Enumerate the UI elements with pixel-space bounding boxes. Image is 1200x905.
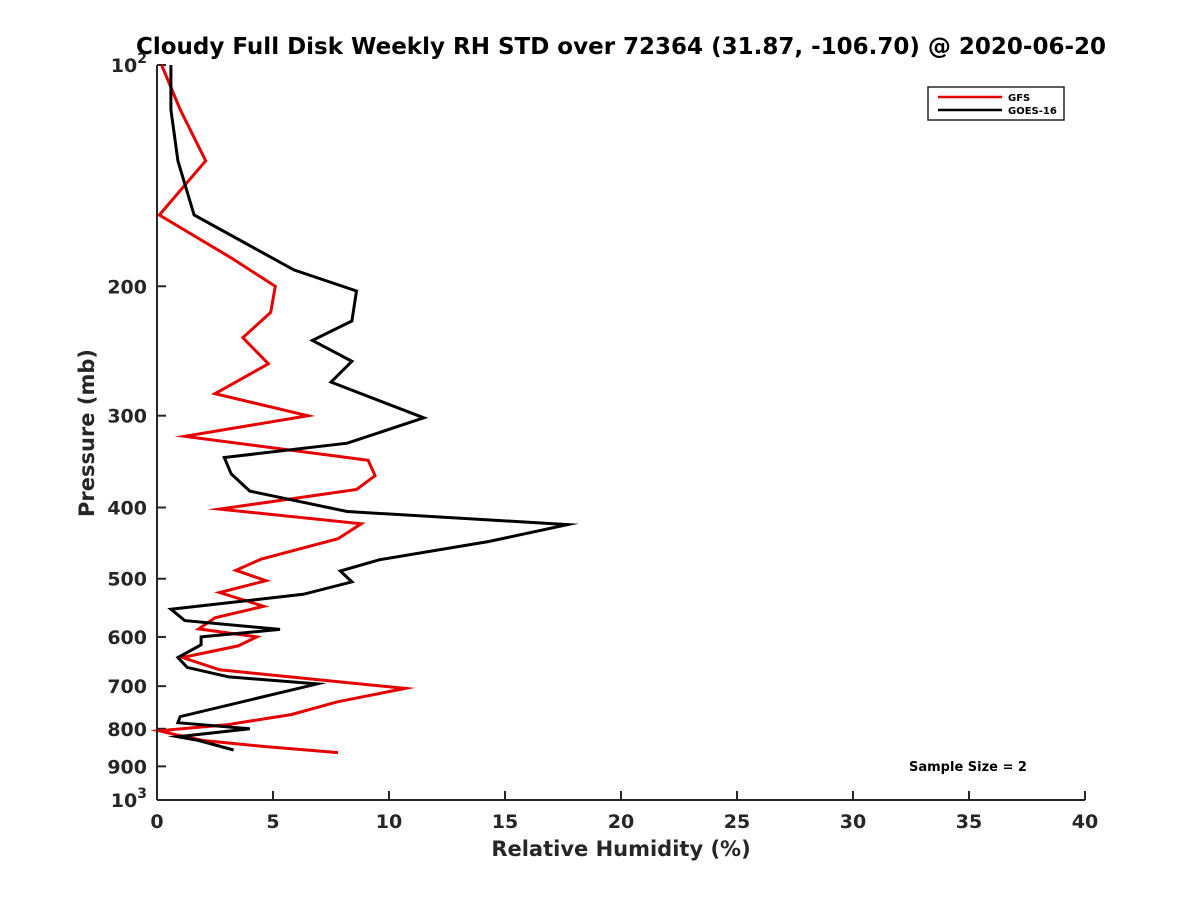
y-tick-label: 700 bbox=[107, 676, 147, 698]
y-tick-label: 102 bbox=[111, 51, 147, 77]
legend-label-goes16: GOES-16 bbox=[1008, 106, 1057, 117]
x-axis-ticks: 0 5 10 15 20 25 30 35 40 bbox=[150, 791, 1098, 833]
x-tick-label: 5 bbox=[266, 811, 279, 833]
legend: GFS GOES-16 bbox=[927, 86, 1065, 121]
y-tick-label: 300 bbox=[107, 406, 147, 428]
x-tick-label: 35 bbox=[956, 811, 982, 833]
chart-title: Cloudy Full Disk Weekly RH STD over 7236… bbox=[136, 34, 1106, 60]
x-tick-label: 0 bbox=[150, 811, 163, 833]
x-tick-label: 40 bbox=[1072, 811, 1098, 833]
y-tick-label: 103 bbox=[111, 786, 147, 812]
y-tick-label: 500 bbox=[107, 569, 147, 591]
x-tick-label: 20 bbox=[608, 811, 634, 833]
x-tick-label: 10 bbox=[376, 811, 402, 833]
y-tick-label: 400 bbox=[107, 498, 147, 520]
series-line-goes-16 bbox=[167, 65, 579, 752]
legend-label-gfs: GFS bbox=[1008, 93, 1030, 104]
y-tick-label: 800 bbox=[107, 719, 147, 741]
x-tick-label: 30 bbox=[840, 811, 866, 833]
y-tick-label: 900 bbox=[107, 756, 147, 778]
series-line-gfs bbox=[150, 64, 416, 755]
x-tick-label: 25 bbox=[724, 811, 750, 833]
y-tick-label: 200 bbox=[107, 276, 147, 298]
x-axis-label: Relative Humidity (%) bbox=[491, 837, 750, 861]
sample-size-annotation: Sample Size = 2 bbox=[909, 760, 1027, 775]
y-axis-ticks: 102 200 300 400 500 600 700 800 900 103 bbox=[107, 51, 166, 812]
legend-box bbox=[927, 86, 1065, 121]
y-tick-label: 600 bbox=[107, 627, 147, 649]
series-layer bbox=[150, 64, 579, 755]
x-tick-label: 15 bbox=[492, 811, 518, 833]
y-axis-label: Pressure (mb) bbox=[75, 349, 99, 517]
